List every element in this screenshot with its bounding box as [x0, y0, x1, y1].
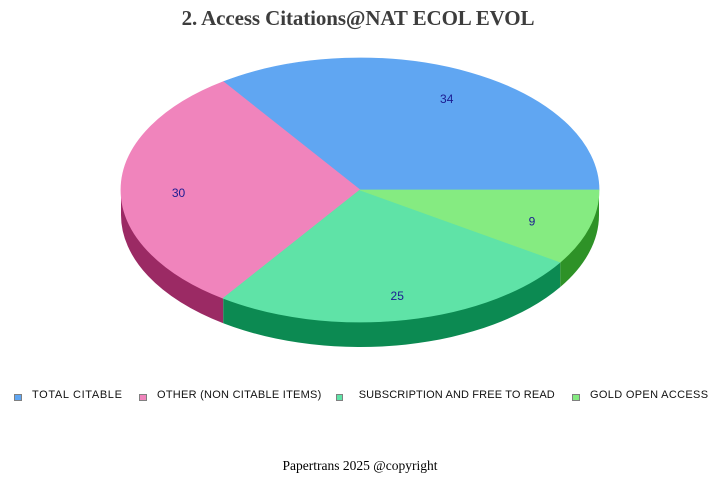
svg-text:30: 30 [172, 186, 186, 200]
svg-text:9: 9 [529, 215, 536, 229]
svg-text:25: 25 [391, 289, 405, 303]
svg-text:34: 34 [440, 92, 454, 106]
